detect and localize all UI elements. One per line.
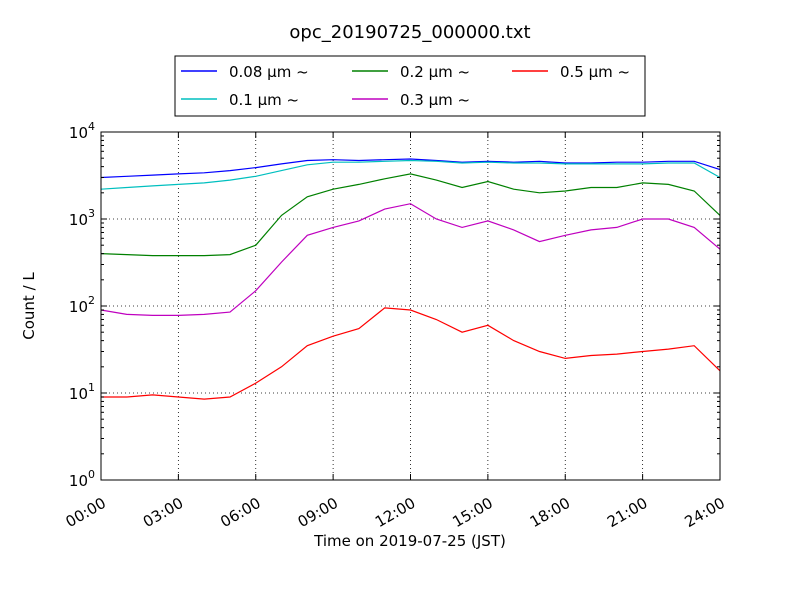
legend-label: 0.08 μm ~ xyxy=(229,63,309,81)
legend-label: 0.5 μm ~ xyxy=(560,63,630,81)
y-tick-label: 103 xyxy=(69,207,95,229)
legend-label: 0.3 μm ~ xyxy=(400,91,470,109)
y-tick-label: 101 xyxy=(69,381,95,403)
y-tick-label: 104 xyxy=(69,120,95,142)
series-line-4 xyxy=(101,307,721,400)
series-line-1 xyxy=(100,159,721,190)
legend-label: 0.2 μm ~ xyxy=(400,63,470,81)
series-layer xyxy=(100,158,721,400)
x-axis-label: Time on 2019-07-25 (JST) xyxy=(313,532,506,550)
legend-label: 0.1 μm ~ xyxy=(229,91,299,109)
y-tick-label: 102 xyxy=(69,294,95,316)
chart-title: opc_20190725_000000.txt xyxy=(289,22,530,43)
legend: 0.08 μm ~ 0.1 μm ~ 0.2 μm ~ 0.3 μm ~ 0.5 μm … xyxy=(174,55,646,117)
y-axis-label: Count / L xyxy=(20,272,38,340)
series-line-0 xyxy=(100,158,721,179)
legend-box xyxy=(174,55,646,117)
series-line-3 xyxy=(100,203,721,316)
series-line-2 xyxy=(100,173,721,257)
y-tick-label: 100 xyxy=(69,468,95,490)
